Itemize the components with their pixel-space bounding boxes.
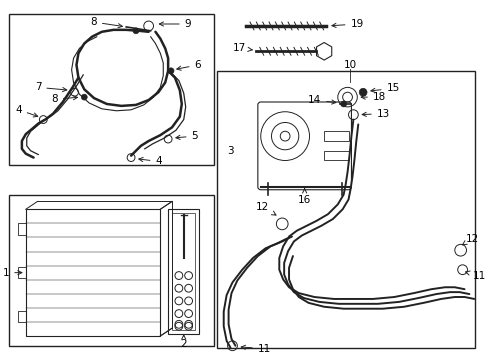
Text: 15: 15 <box>370 84 399 93</box>
Bar <box>217 71 474 348</box>
Bar <box>324 151 348 161</box>
Text: 6: 6 <box>177 60 201 70</box>
Circle shape <box>133 28 139 34</box>
Bar <box>168 209 199 334</box>
Text: 9: 9 <box>159 19 191 29</box>
Text: 17: 17 <box>232 43 252 53</box>
Text: 12: 12 <box>256 202 275 215</box>
Bar <box>9 14 214 165</box>
Bar <box>9 195 214 346</box>
Text: 8: 8 <box>51 94 78 104</box>
Text: 16: 16 <box>297 189 311 204</box>
Bar <box>26 209 160 336</box>
Circle shape <box>81 94 87 100</box>
Circle shape <box>359 88 366 96</box>
Text: 12: 12 <box>462 234 478 245</box>
Bar <box>172 213 195 330</box>
Bar <box>18 311 26 322</box>
Circle shape <box>168 68 174 74</box>
Text: 19: 19 <box>331 19 363 29</box>
Text: 11: 11 <box>241 344 270 354</box>
Text: 14: 14 <box>307 95 335 105</box>
Bar <box>18 223 26 235</box>
Text: 7: 7 <box>35 82 67 93</box>
Text: 3: 3 <box>227 146 233 156</box>
Text: 18: 18 <box>361 92 386 102</box>
Circle shape <box>340 101 346 107</box>
Text: 11: 11 <box>465 271 485 280</box>
Text: 2: 2 <box>180 335 187 349</box>
Bar <box>18 267 26 279</box>
Bar <box>324 131 348 141</box>
Text: 4: 4 <box>15 105 38 117</box>
Text: 10: 10 <box>343 60 356 70</box>
Text: 5: 5 <box>176 131 198 141</box>
Text: 1: 1 <box>2 267 22 278</box>
Text: 8: 8 <box>90 17 122 28</box>
Text: 13: 13 <box>362 109 389 119</box>
Text: 4: 4 <box>139 157 162 166</box>
